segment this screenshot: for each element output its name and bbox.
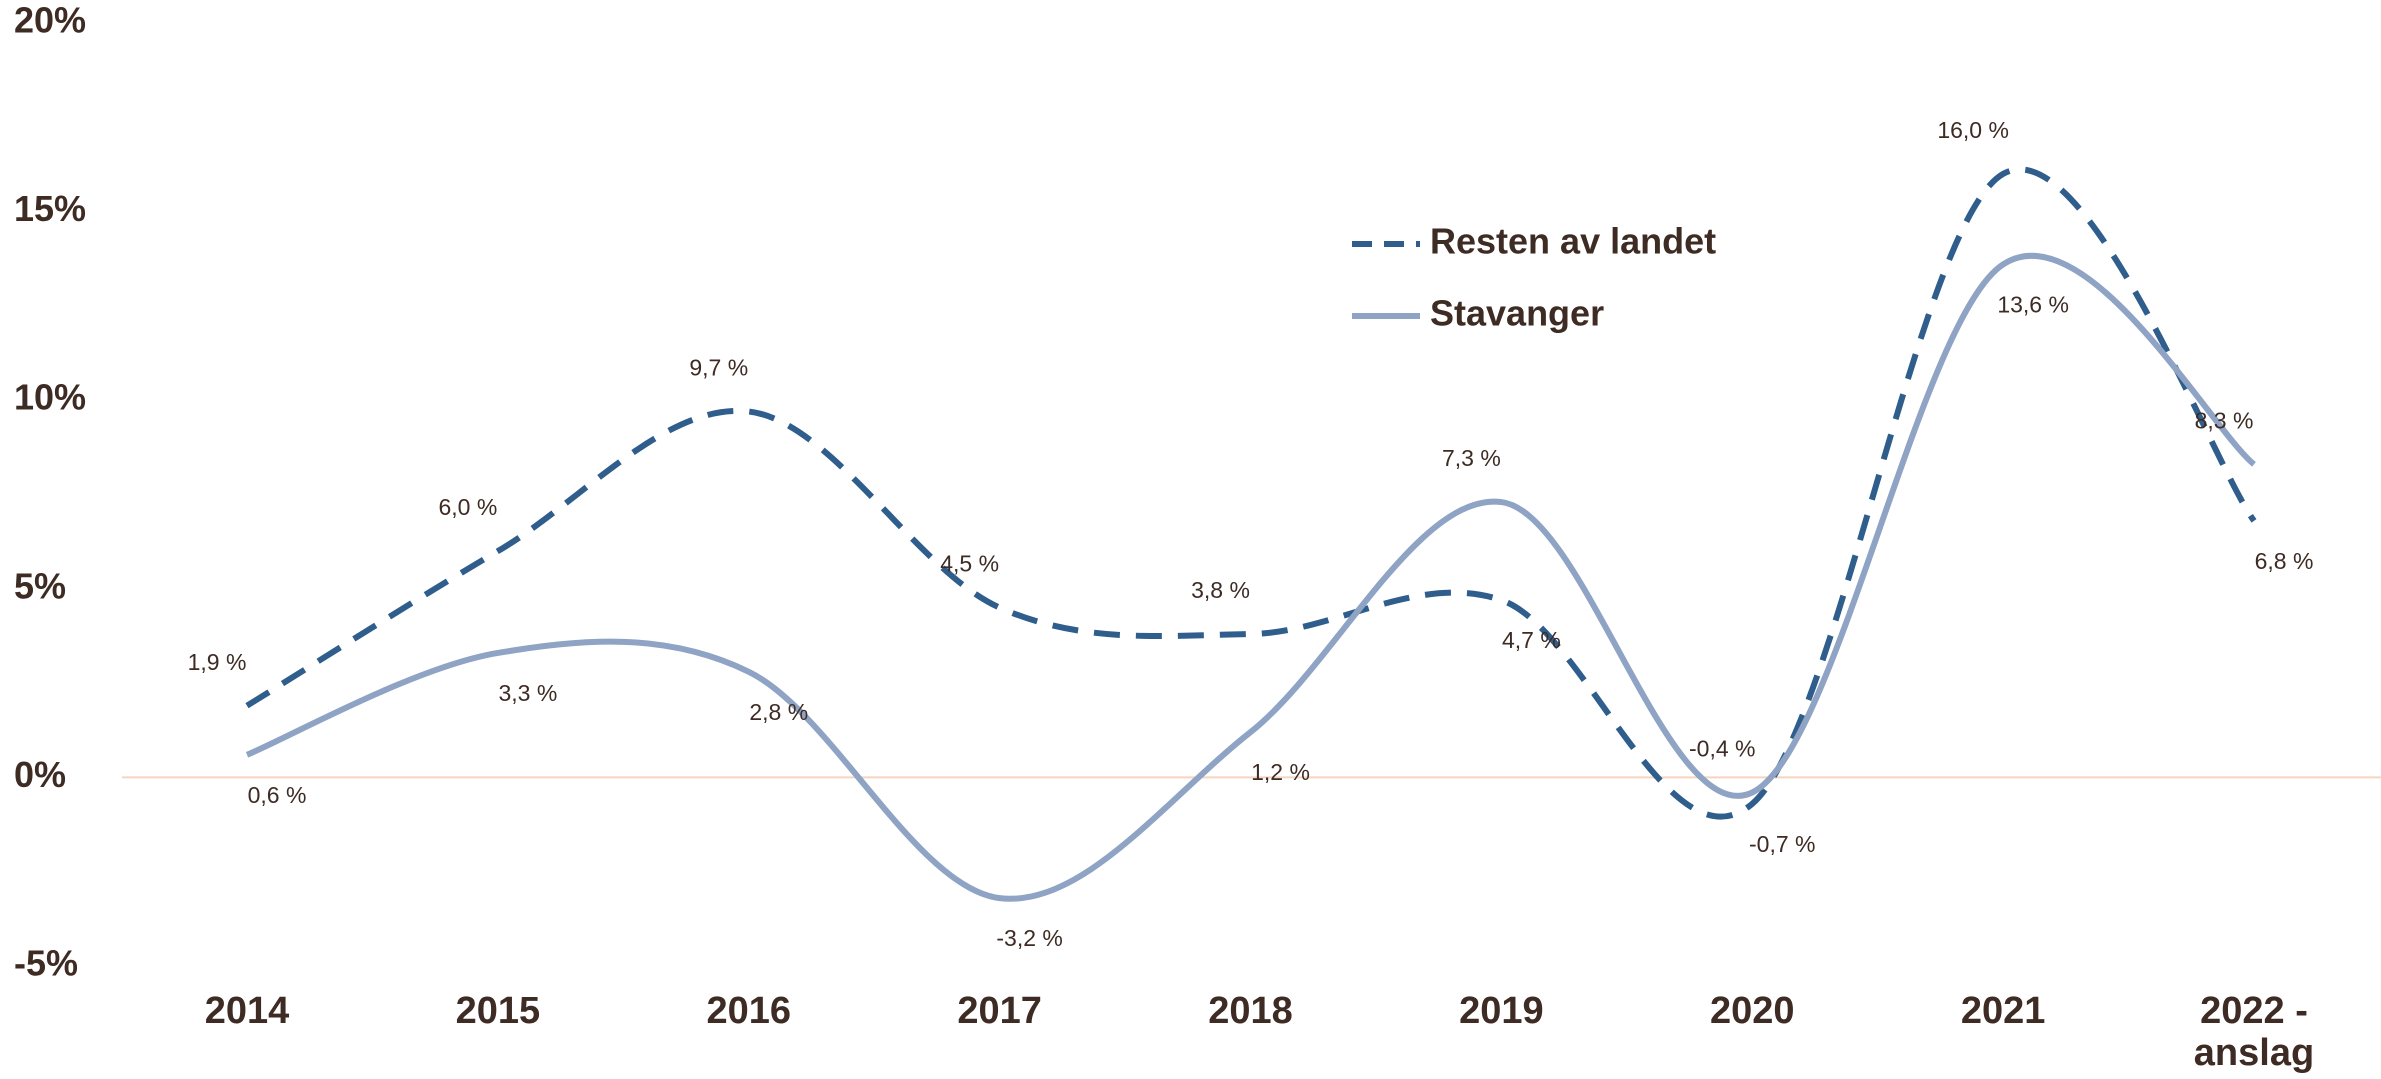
x-tick-label: 2018 (1208, 990, 1293, 1032)
data-label: 2,8 % (749, 699, 808, 725)
x-tick-label: 2021 (1960, 990, 2046, 1032)
data-label: 3,8 % (1191, 577, 1250, 603)
y-tick-label: 15% (14, 188, 86, 229)
data-label: 16,0 % (1937, 117, 2009, 143)
data-label: 4,7 % (1502, 627, 1561, 653)
y-tick-label: -5% (14, 943, 78, 984)
data-label: 7,3 % (1442, 445, 1501, 471)
y-tick-label: 10% (14, 377, 86, 418)
series-line (245, 166, 2257, 820)
y-tick-label: 20% (14, 0, 86, 41)
data-label: 1,2 % (1251, 759, 1310, 785)
legend-label: Resten av landet (1430, 221, 1716, 262)
x-tick-label: 2022 - anslag (2193, 990, 2315, 1074)
legend-label: Stavanger (1430, 293, 1604, 334)
y-tick-label: 5% (14, 565, 66, 606)
data-label: 0,6 % (248, 782, 307, 808)
data-label: 6,8 % (2255, 548, 2314, 574)
x-tick-label: 2017 (957, 990, 1042, 1032)
series-line (245, 252, 2256, 902)
data-label: -0,7 % (1749, 831, 1815, 857)
y-tick-label: 0% (14, 754, 66, 795)
x-tick-label: 2015 (455, 990, 541, 1032)
x-tick-label: 2014 (204, 990, 290, 1032)
data-label: -3,2 % (996, 925, 1062, 951)
data-label: 3,3 % (498, 680, 557, 706)
x-tick-label: 2016 (706, 990, 792, 1032)
data-label: 13,6 % (1997, 291, 2069, 317)
data-label: 8,3 % (2195, 407, 2254, 433)
data-label: -0,4 % (1689, 736, 1755, 762)
x-tick-label: 2020 (1709, 990, 1795, 1032)
data-label: 9,7 % (689, 355, 748, 381)
data-label: 6,0 % (438, 494, 497, 520)
data-label: 4,5 % (940, 551, 999, 577)
data-label: 1,9 % (188, 649, 247, 675)
x-tick-label: 2019 (1459, 990, 1544, 1032)
